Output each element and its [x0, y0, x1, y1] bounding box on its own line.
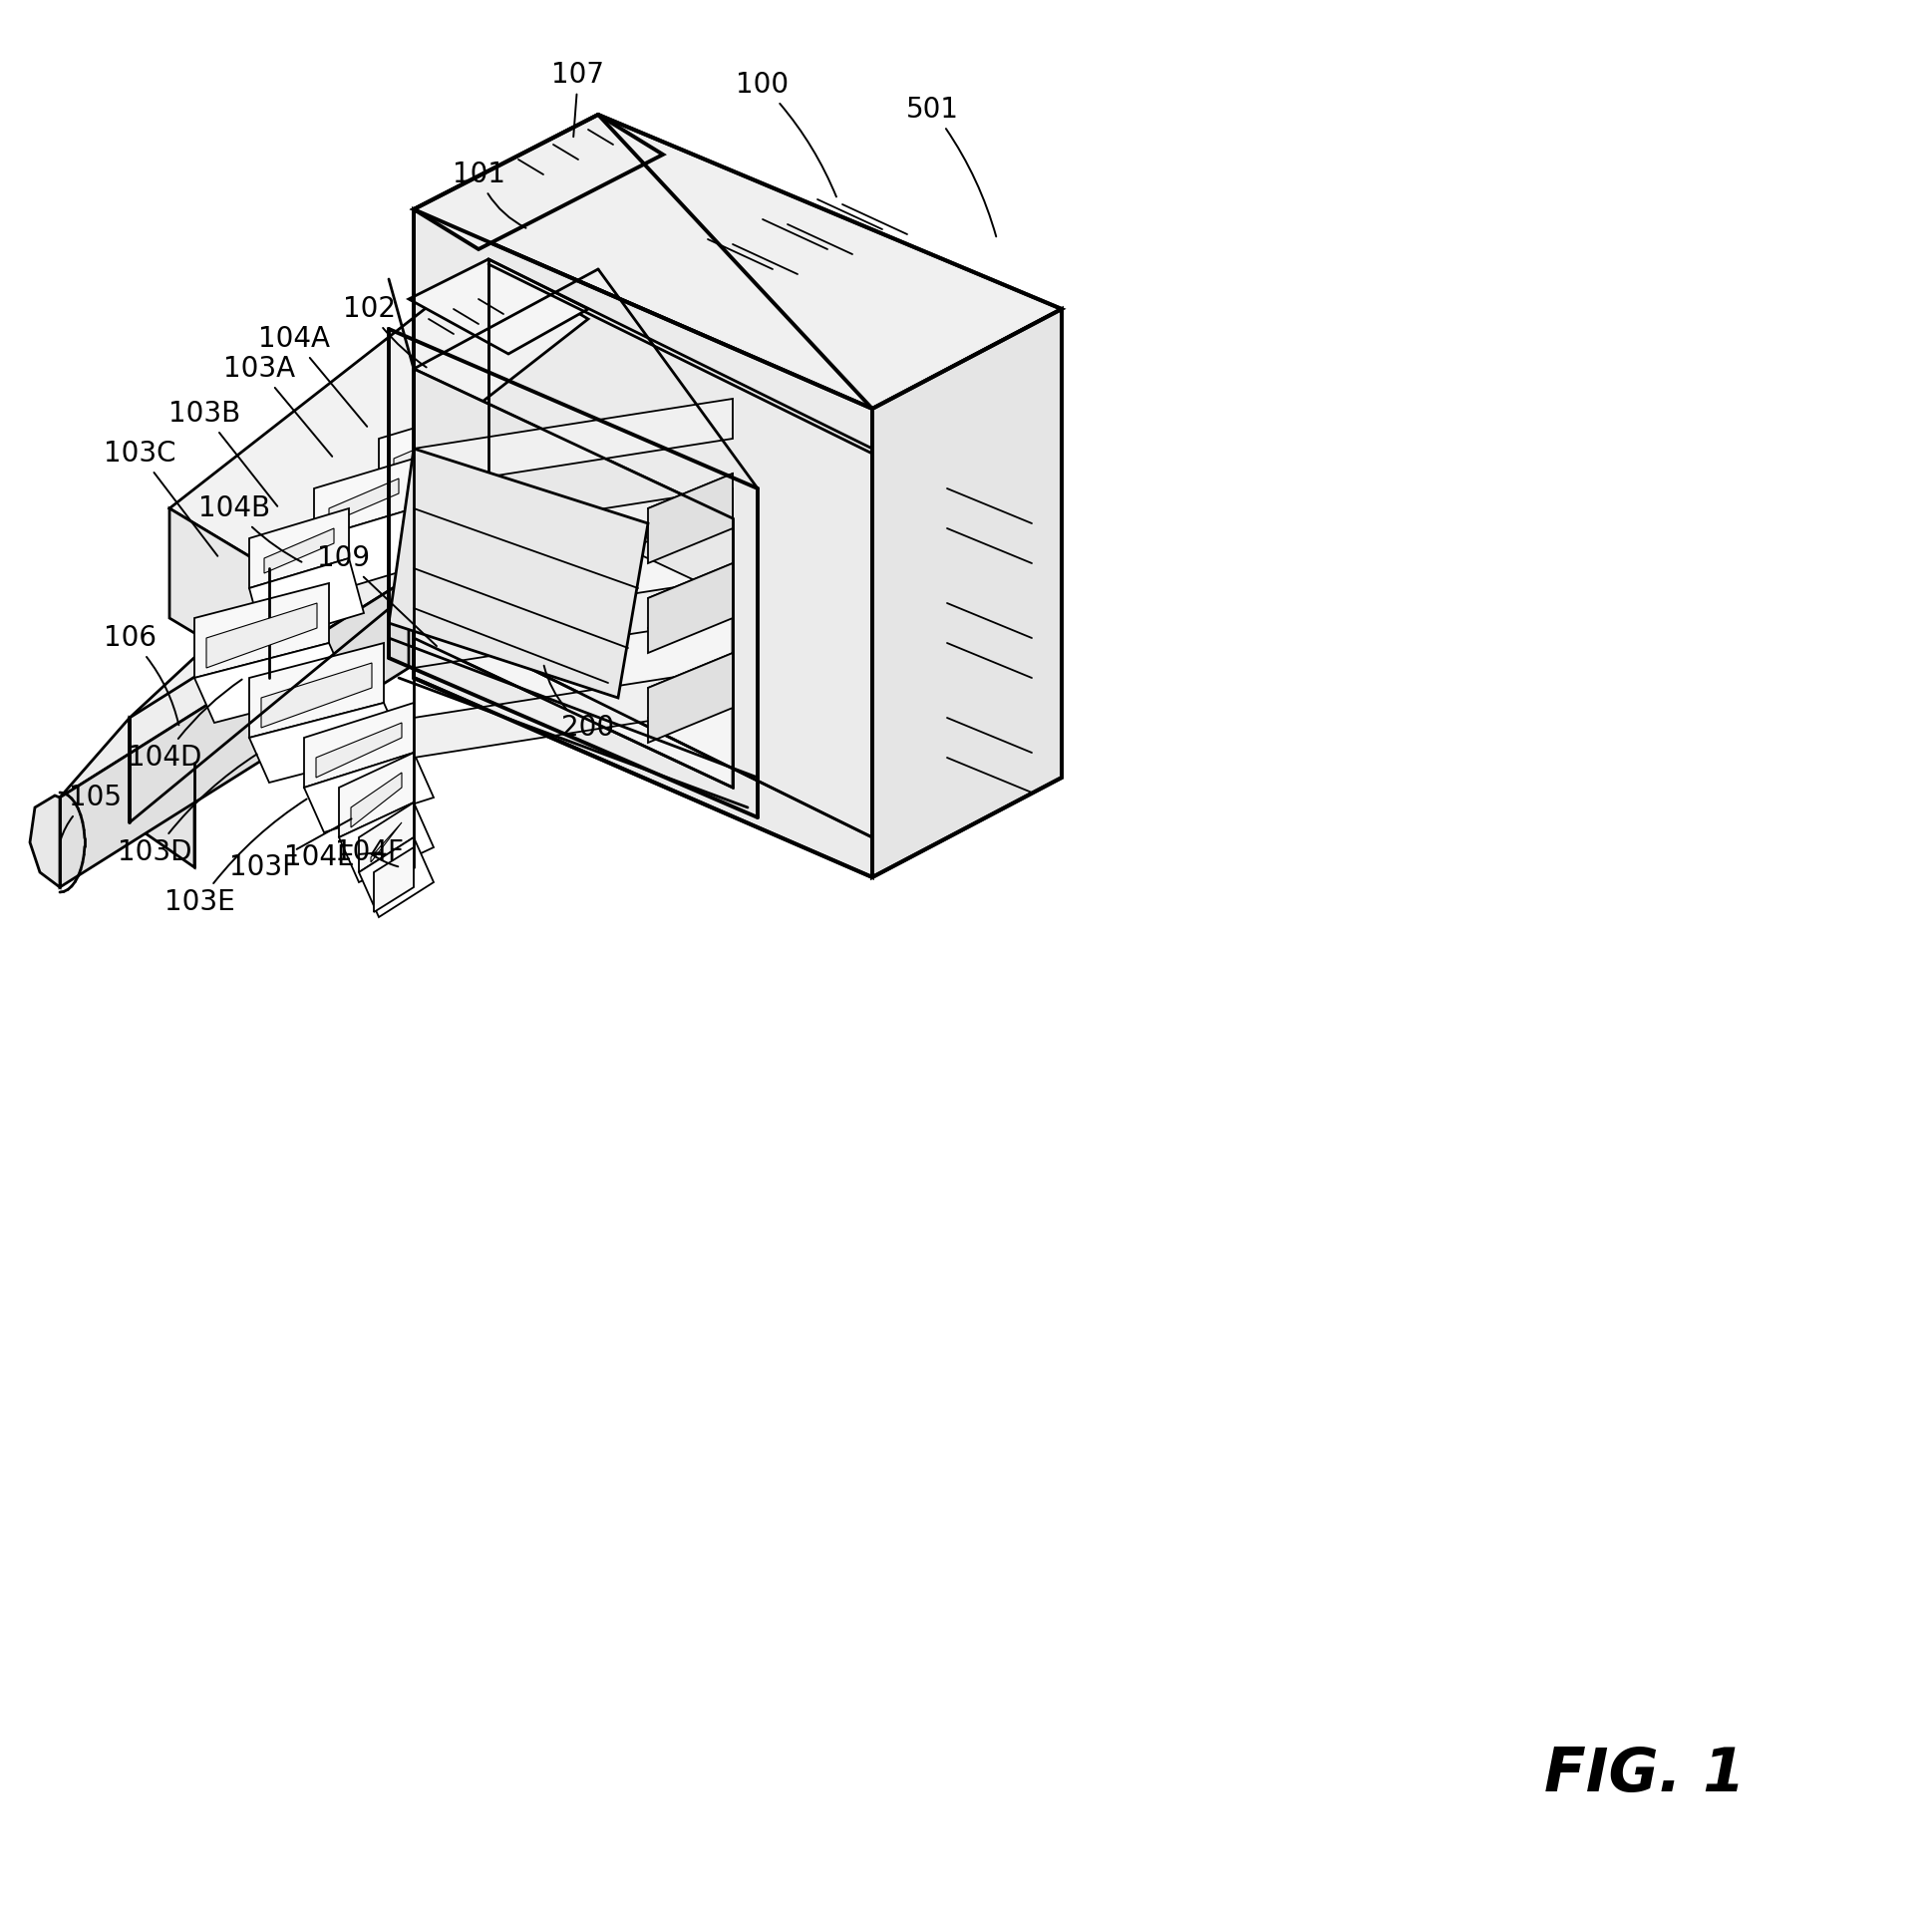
Polygon shape	[413, 579, 732, 667]
Polygon shape	[60, 498, 479, 797]
Polygon shape	[373, 847, 413, 912]
Polygon shape	[317, 723, 402, 778]
Text: 103D: 103D	[118, 753, 257, 866]
Polygon shape	[249, 704, 404, 782]
Text: 102: 102	[342, 295, 427, 368]
Polygon shape	[871, 309, 1063, 878]
Polygon shape	[170, 508, 269, 679]
Polygon shape	[303, 753, 433, 832]
Polygon shape	[315, 458, 413, 539]
Polygon shape	[394, 429, 464, 473]
Polygon shape	[413, 399, 732, 489]
Polygon shape	[359, 803, 413, 872]
Polygon shape	[338, 803, 433, 882]
Polygon shape	[170, 259, 587, 567]
Text: 100: 100	[736, 71, 837, 197]
Text: 103E: 103E	[164, 799, 307, 916]
Text: 104E: 104E	[284, 843, 381, 870]
Polygon shape	[315, 508, 429, 592]
Polygon shape	[261, 663, 371, 728]
Text: 501: 501	[906, 96, 997, 236]
Polygon shape	[371, 822, 402, 863]
Polygon shape	[413, 368, 732, 598]
Polygon shape	[195, 642, 350, 723]
Polygon shape	[413, 368, 732, 788]
Polygon shape	[265, 529, 334, 573]
Polygon shape	[129, 454, 479, 763]
Text: 104B: 104B	[199, 495, 301, 562]
Polygon shape	[647, 473, 732, 564]
Polygon shape	[413, 209, 871, 878]
Text: 200: 200	[545, 665, 614, 742]
Polygon shape	[413, 489, 732, 579]
Polygon shape	[379, 458, 493, 543]
Text: 103C: 103C	[104, 439, 218, 556]
Polygon shape	[388, 330, 757, 817]
Text: 109: 109	[317, 544, 437, 646]
Polygon shape	[249, 642, 384, 738]
Polygon shape	[29, 796, 60, 888]
Text: 105: 105	[60, 784, 122, 840]
Text: 104D: 104D	[128, 679, 242, 771]
Text: 104A: 104A	[259, 326, 367, 426]
Text: 103A: 103A	[224, 355, 332, 456]
Polygon shape	[359, 838, 433, 916]
Text: FIG. 1: FIG. 1	[1544, 1744, 1745, 1804]
Polygon shape	[207, 604, 317, 667]
Polygon shape	[379, 408, 479, 489]
Polygon shape	[249, 558, 363, 642]
Polygon shape	[195, 583, 328, 679]
Polygon shape	[338, 753, 413, 838]
Polygon shape	[60, 579, 410, 888]
Text: 103B: 103B	[168, 401, 278, 506]
Polygon shape	[388, 449, 647, 698]
Polygon shape	[410, 259, 587, 355]
Text: 106: 106	[102, 625, 180, 725]
Polygon shape	[413, 115, 1063, 408]
Text: 104F: 104F	[334, 838, 404, 866]
Polygon shape	[328, 479, 398, 523]
Polygon shape	[129, 717, 195, 866]
Text: 101: 101	[452, 161, 526, 228]
Polygon shape	[303, 704, 413, 788]
Polygon shape	[413, 667, 732, 757]
Polygon shape	[413, 115, 663, 249]
Polygon shape	[647, 564, 732, 654]
Polygon shape	[352, 773, 402, 828]
Polygon shape	[249, 508, 350, 589]
Text: 107: 107	[553, 61, 605, 136]
Polygon shape	[647, 654, 732, 742]
Text: 103F: 103F	[230, 819, 352, 882]
